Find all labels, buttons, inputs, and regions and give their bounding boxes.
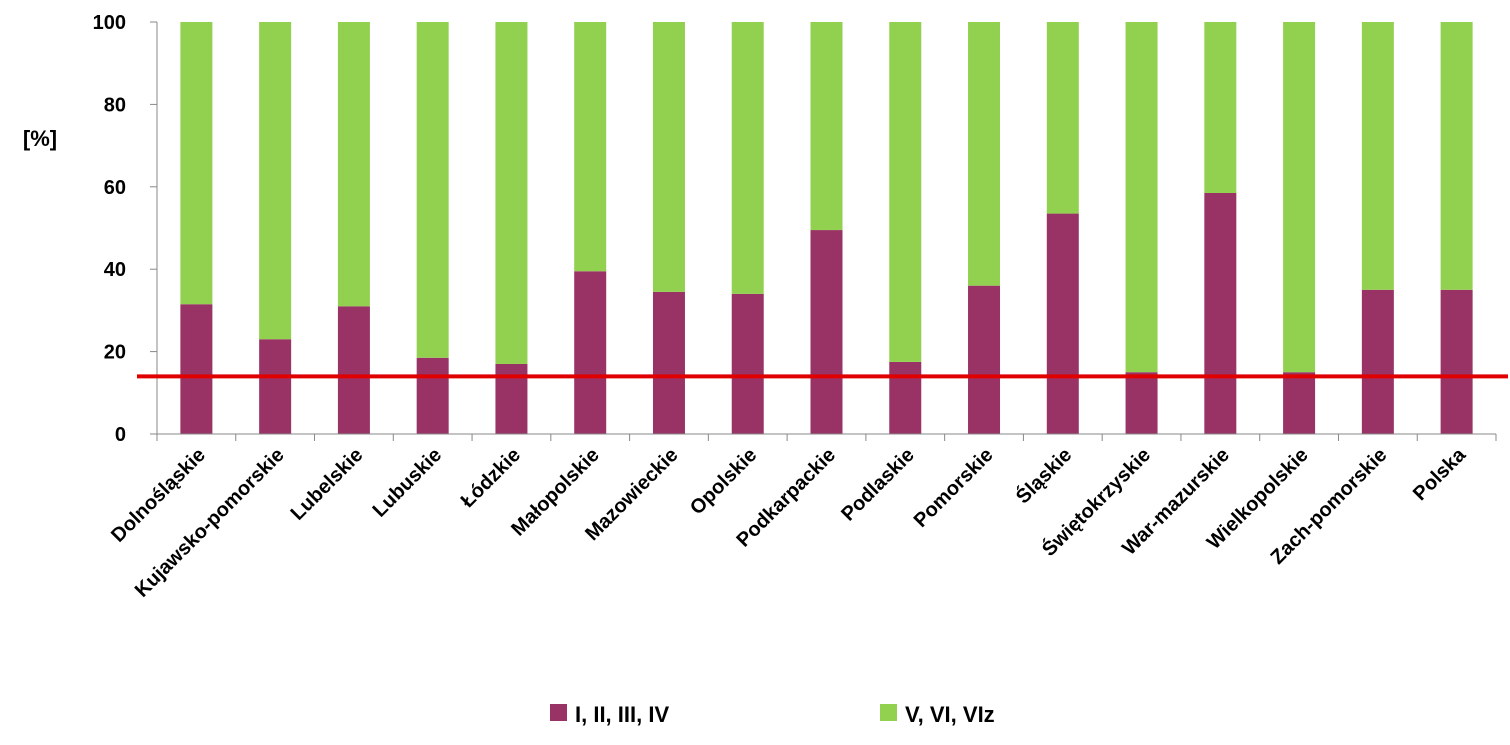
x-category-label: Lubuskie: [369, 444, 447, 522]
bar-upper-segment: [652, 22, 685, 292]
bar-upper-segment: [416, 22, 449, 358]
bar-upper-segment: [1046, 22, 1079, 214]
x-category-label: Łódzkie: [457, 444, 525, 512]
legend: I, II, III, IV V, VI, VIz: [550, 702, 995, 727]
bar-upper-segment: [1440, 22, 1473, 290]
bar-lower-segment: [574, 271, 607, 434]
legend-label: V, VI, VIz: [905, 702, 995, 727]
bar-upper-segment: [731, 22, 764, 294]
bar-upper-segment: [337, 22, 370, 307]
bar-lower-segment: [652, 291, 685, 434]
x-category-label: Podlaskie: [837, 444, 919, 526]
bar-upper-segment: [810, 22, 843, 231]
bar-upper-segment: [1204, 22, 1237, 193]
bar-lower-segment: [1440, 289, 1473, 434]
y-tick-label: 80: [104, 94, 126, 116]
y-axis-ticks: 0 20 40 60 80 100: [93, 12, 157, 446]
bar-upper-segment: [495, 22, 528, 364]
bar-upper-segment: [1361, 22, 1394, 290]
bar-upper-segment: [1283, 22, 1316, 373]
bar-lower-segment: [259, 339, 292, 434]
bar-upper-segment: [968, 22, 1001, 286]
bar-lower-segment: [889, 361, 922, 434]
y-tick-label: 20: [104, 342, 126, 364]
bar-lower-segment: [968, 285, 1001, 434]
y-tick-label: 60: [104, 177, 126, 199]
x-category-label: Śląskie: [1011, 443, 1077, 509]
y-tick-label: 40: [104, 259, 126, 281]
legend-swatch: [880, 704, 897, 721]
bar-lower-segment: [810, 230, 843, 434]
y-tick-label: 100: [93, 12, 126, 34]
bar-lower-segment: [1283, 372, 1316, 434]
bar-upper-segment: [180, 22, 213, 305]
x-category-label: Lubelskie: [287, 444, 368, 525]
y-axis-title: [%]: [23, 126, 57, 151]
axes-group: [156, 22, 1497, 441]
bar-lower-segment: [1046, 213, 1079, 434]
bar-lower-segment: [731, 293, 764, 434]
x-category-label: Kujawsko-pomorskie: [131, 444, 289, 602]
bar-upper-segment: [889, 22, 922, 362]
x-category-label: Opolskie: [686, 444, 761, 519]
legend-label: I, II, III, IV: [575, 702, 669, 727]
bar-upper-segment: [574, 22, 607, 272]
bar-lower-segment: [180, 304, 213, 434]
bar-lower-segment: [1361, 289, 1394, 434]
bar-lower-segment: [1204, 192, 1237, 434]
bar-lower-segment: [416, 357, 449, 434]
bar-lower-segment: [1125, 372, 1158, 434]
y-tick-label: 0: [115, 424, 126, 446]
y-axis-title-group: [%]: [23, 126, 57, 151]
bars-group: [180, 22, 1473, 434]
bar-lower-segment: [337, 306, 370, 434]
bar-upper-segment: [1125, 22, 1158, 373]
x-category-label: Pomorskie: [910, 444, 998, 532]
bar-upper-segment: [259, 22, 292, 340]
legend-swatch: [550, 704, 567, 721]
x-category-label: Polska: [1409, 443, 1471, 505]
